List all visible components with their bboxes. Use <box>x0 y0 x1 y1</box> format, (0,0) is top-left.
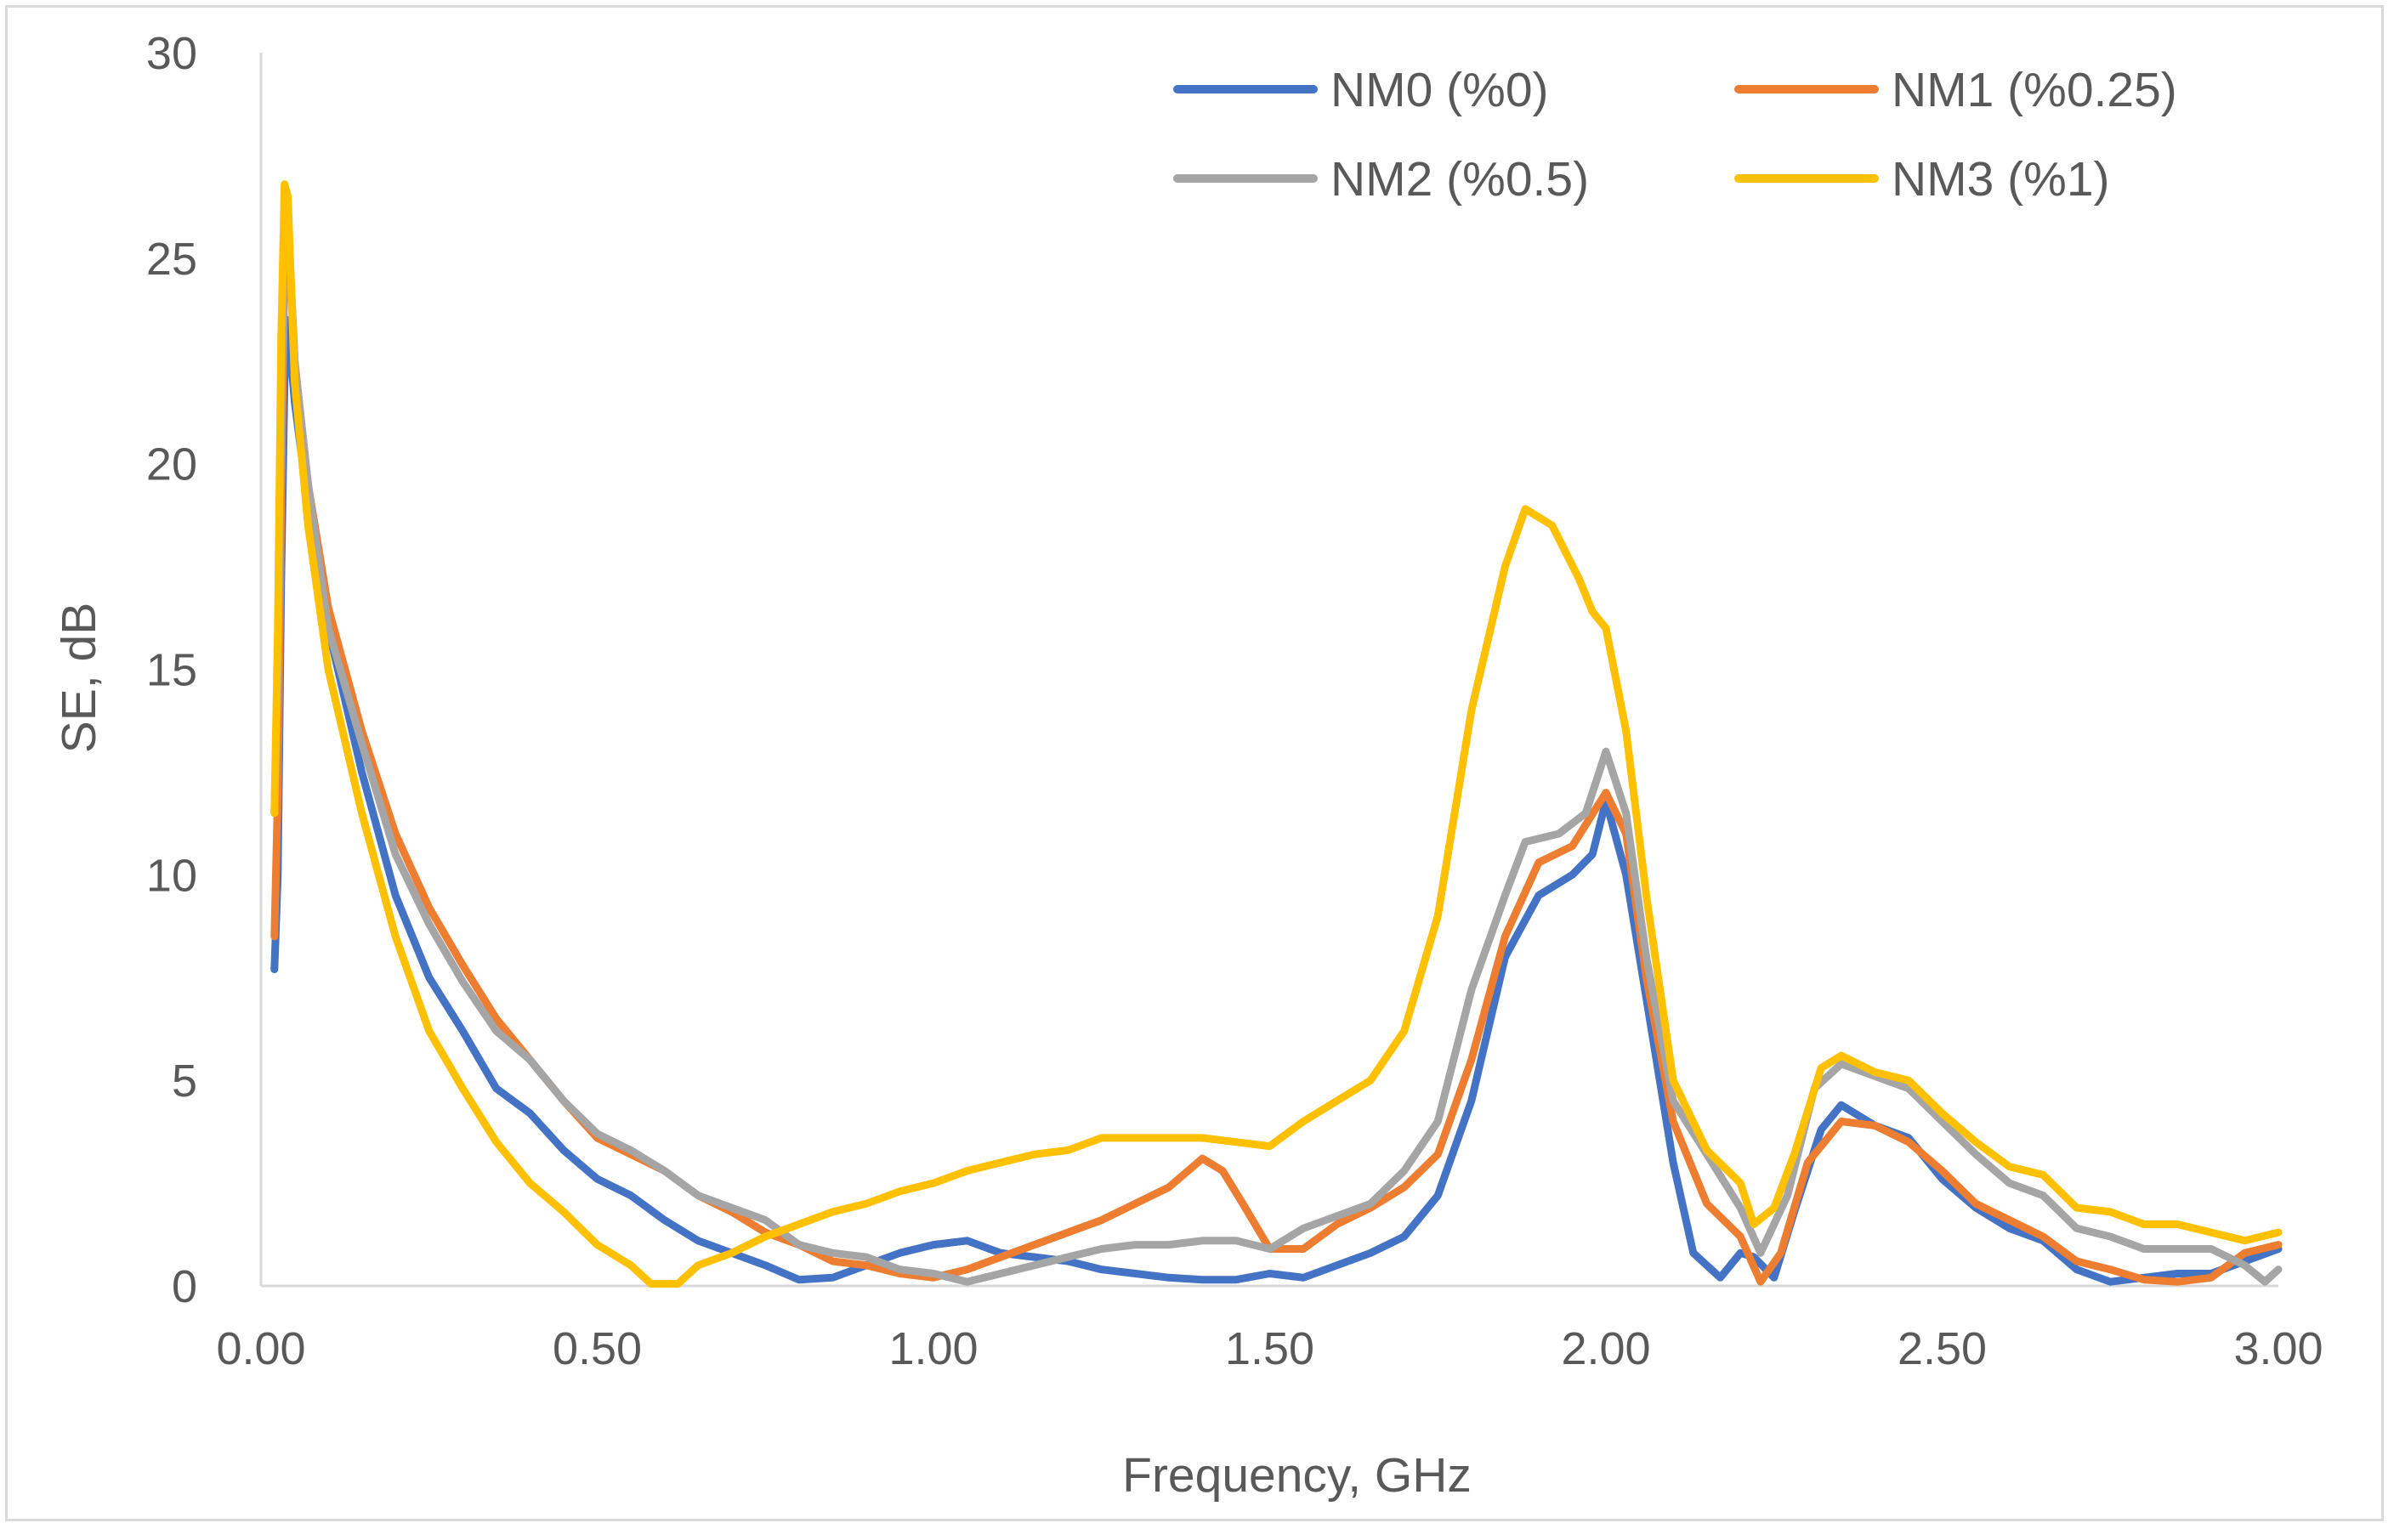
legend: NM0 (%0) NM1 (%0.25) NM2 (%0.5) NM3 (%1) <box>1173 63 2177 207</box>
x-tick-label: 2.00 <box>1561 1323 1650 1374</box>
y-tick-label: 20 <box>146 439 197 490</box>
x-tick-label: 2.50 <box>1898 1323 1987 1374</box>
x-tick-label: 1.50 <box>1225 1323 1314 1374</box>
x-axis-title: Frequency, GHz <box>1122 1448 1472 1503</box>
y-tick-labels: 0 5 10 15 20 25 30 <box>146 28 197 1312</box>
series-line-3 <box>270 213 2283 1286</box>
legend-label: NM2 (%0.5) <box>1330 152 1589 207</box>
y-tick-label: 0 <box>172 1261 197 1312</box>
chart-frame <box>5 5 2384 1521</box>
legend-label: NM1 (%0.25) <box>1892 63 2177 117</box>
y-tick-label: 30 <box>146 28 197 79</box>
x-tick-label: 1.00 <box>888 1323 978 1374</box>
legend-label: NM3 (%1) <box>1892 152 2110 207</box>
x-tick-label: 0.50 <box>553 1323 642 1374</box>
y-tick-label: 25 <box>146 234 197 285</box>
x-tick-label: 3.00 <box>2233 1323 2323 1374</box>
series-lines <box>270 180 2283 1288</box>
axes <box>259 53 2278 1288</box>
series-line-2 <box>270 213 2283 1286</box>
series-line-4 <box>270 180 2283 1288</box>
x-tick-label: 0.00 <box>216 1323 305 1374</box>
y-tick-label: 15 <box>146 645 197 696</box>
legend-label: NM0 (%0) <box>1330 63 1549 117</box>
x-tick-labels: 0.00 0.50 1.00 1.50 2.00 2.50 3.00 <box>216 1323 2323 1374</box>
y-tick-label: 10 <box>146 850 197 901</box>
y-tick-label: 5 <box>172 1056 197 1107</box>
y-axis-title: SE, dB <box>52 603 106 753</box>
